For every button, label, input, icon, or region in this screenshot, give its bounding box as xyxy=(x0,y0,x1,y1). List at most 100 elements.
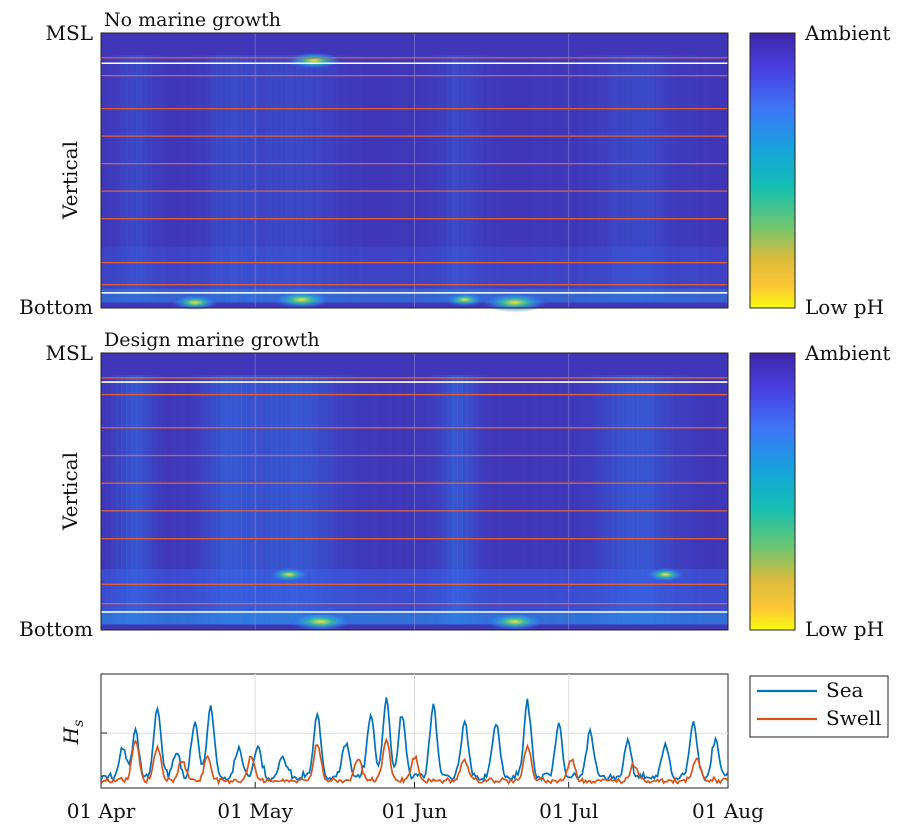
series-line-swell xyxy=(100,737,729,786)
heatmap-cell-column xyxy=(151,375,157,625)
heatmap-cell-column xyxy=(457,375,463,625)
heatmap-cell-column xyxy=(316,55,323,303)
heatmap-cell-column xyxy=(161,375,167,625)
heatmap-cell-column xyxy=(642,55,649,303)
heatmap-cell-column xyxy=(467,375,473,625)
heatmap-cell-column xyxy=(662,55,669,303)
heatmap-cell-column xyxy=(191,55,197,303)
heatmap-cell-column xyxy=(306,375,313,625)
heatmap-cell-column xyxy=(672,375,679,625)
heatmap-cell-column xyxy=(261,375,268,625)
heatmap-cell-column xyxy=(542,375,548,625)
heatmap-cell-column xyxy=(126,375,132,625)
heatmap-cell-column xyxy=(627,55,634,303)
heatmap-cell-column xyxy=(487,55,493,303)
heatmap-cell-column xyxy=(366,375,373,625)
heatmap-cell-column xyxy=(276,55,283,303)
heatmap-cell-column xyxy=(251,375,257,625)
heatmap-hotspot xyxy=(288,612,353,632)
heatmap-cell-column xyxy=(111,375,117,625)
heatmap-cell-column xyxy=(316,375,323,625)
heatmap-cell-column xyxy=(637,55,644,303)
panel1-colorbar-bottom-label: Low pH xyxy=(805,295,884,319)
heatmap-cell-column xyxy=(602,55,609,303)
heatmap-cell-column xyxy=(607,55,614,303)
heatmap-cell-column xyxy=(111,55,117,303)
heatmap-cell-column xyxy=(236,375,242,625)
heatmap-hotspot xyxy=(645,567,686,582)
heatmap-cell-column xyxy=(427,55,433,303)
panel1-colorbar-top-label: Ambient xyxy=(804,21,890,45)
heatmap-cell-column xyxy=(637,375,644,625)
heatmap-cell-column xyxy=(462,375,468,625)
heatmap-cell-column xyxy=(617,55,624,303)
heatmap-cell-column xyxy=(101,375,107,625)
x-tick-label: 01 Aug xyxy=(692,799,764,823)
heatmap-cell-column xyxy=(306,55,313,303)
heatmap-cell-column xyxy=(181,55,187,303)
heatmap-cell-column xyxy=(256,55,263,303)
heatmap-cell-column xyxy=(356,55,363,303)
heatmap-cell-column xyxy=(241,375,247,625)
heatmap-cell-column xyxy=(116,375,122,625)
heatmap-cell-column xyxy=(351,55,358,303)
heatmap-cell-column xyxy=(401,55,408,303)
heatmap-cell-column xyxy=(472,55,478,303)
heatmap-cell-column xyxy=(106,375,112,625)
heatmap-cell-column xyxy=(422,375,428,625)
heatmap-cell-column xyxy=(271,55,278,303)
heatmap-cell-column xyxy=(647,375,654,625)
heatmap-cell-column xyxy=(697,375,704,625)
heatmap-panel-1: No marine growth MSL Bottom Vertical Amb… xyxy=(19,9,890,319)
heatmap-hotspot xyxy=(171,294,220,311)
heatmap-cell-column xyxy=(597,375,604,625)
heatmap-cell-column xyxy=(682,375,689,625)
heatmap-cell-column xyxy=(236,55,242,303)
heatmap-cell-column xyxy=(371,375,378,625)
panel3-ylabel: Hs xyxy=(59,720,87,746)
heatmap-cell-column xyxy=(677,375,684,625)
heatmap-cell-column xyxy=(667,375,674,625)
heatmap-cell-column xyxy=(602,375,609,625)
heatmap-cell-column xyxy=(146,55,152,303)
heatmap-cell-column xyxy=(151,55,157,303)
heatmap-cell-column xyxy=(617,375,624,625)
heatmap-cell-column xyxy=(106,55,112,303)
heatmap-cell-column xyxy=(642,375,649,625)
heatmap-cell-column xyxy=(662,375,669,625)
legend: Sea Swell xyxy=(749,675,889,738)
heatmap-cell-column xyxy=(582,375,589,625)
heatmap-cell-column xyxy=(587,375,594,625)
panel1-ylabel: Vertical xyxy=(58,141,82,220)
heatmap-cell-column xyxy=(301,375,308,625)
heatmap-cell-column xyxy=(612,375,619,625)
heatmap-cell-column xyxy=(582,55,589,303)
heatmap-cell-column xyxy=(251,55,257,303)
heatmap-cell-column xyxy=(442,55,448,303)
heatmap-panel-2: Design marine growth MSL Bottom Vertical… xyxy=(19,329,890,641)
heatmap-cell-column xyxy=(341,55,348,303)
heatmap-cell-column xyxy=(677,55,684,303)
heatmap-cell-column xyxy=(432,55,438,303)
heatmap-cell-column xyxy=(467,55,473,303)
heatmap-cell-column xyxy=(452,375,458,625)
heatmap-cell-column xyxy=(211,55,217,303)
panel2-colorbar xyxy=(749,352,796,631)
panel1-ytick-bottom: Bottom xyxy=(19,295,93,319)
x-tick-label: 01 Jun xyxy=(382,799,448,823)
heatmap-cell-column xyxy=(291,375,298,625)
heatmap-cell-column xyxy=(221,375,227,625)
heatmap-cell-column xyxy=(226,375,232,625)
heatmap-cell-column xyxy=(156,55,162,303)
heatmap-cell-column xyxy=(261,55,268,303)
heatmap-cell-column xyxy=(276,375,283,625)
heatmap-cell-column xyxy=(331,55,338,303)
heatmap-cell-column xyxy=(447,375,453,625)
heatmap-cell-column xyxy=(296,375,303,625)
heatmap-cell-column xyxy=(131,375,137,625)
heatmap-cell-column xyxy=(577,55,584,303)
heatmap-cell-column xyxy=(231,375,237,625)
heatmap-cell-column xyxy=(477,375,483,625)
heatmap-cell-column xyxy=(457,55,463,303)
heatmap-cell-column xyxy=(452,55,458,303)
